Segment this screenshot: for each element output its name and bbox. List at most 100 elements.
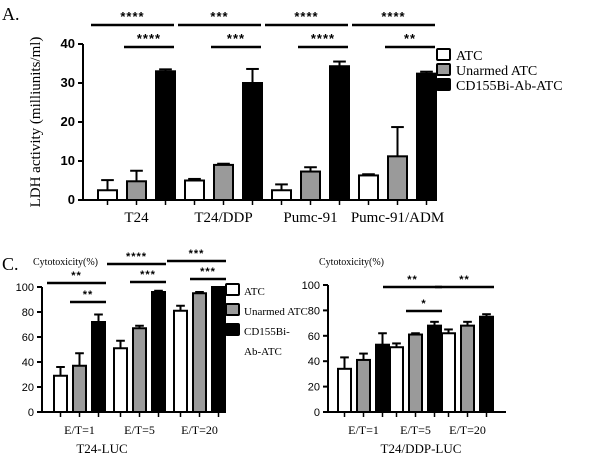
y-tick-label: 0 (28, 407, 34, 419)
y-tick-label: 0 (68, 192, 75, 207)
panel-label: C. (2, 254, 19, 274)
bar (460, 324, 475, 414)
bar (97, 189, 118, 201)
y-tick-label: 60 (308, 331, 320, 343)
bar (213, 163, 234, 201)
significance-label: **** (120, 9, 144, 24)
significance-label: **** (126, 251, 147, 263)
y-tick-label: 20 (308, 382, 320, 394)
y-tick-label: 100 (302, 280, 320, 292)
y-tick-label: 80 (22, 307, 34, 319)
y-tick-label: 60 (22, 332, 34, 344)
legend-swatch (225, 283, 240, 296)
bar (375, 343, 390, 413)
significance-label: **** (311, 31, 335, 46)
legend-label: CD155Bi- (244, 326, 290, 338)
bar (155, 70, 176, 201)
category-label: Pumc-91 (283, 210, 337, 226)
y-tick-label: 100 (16, 282, 34, 294)
category-label: T24 (124, 210, 149, 226)
bar (387, 155, 408, 202)
bar (211, 286, 226, 413)
significance-label: *** (189, 248, 205, 260)
category-label: E/T=20 (449, 423, 486, 437)
y-tick-label: 20 (22, 382, 34, 394)
significance-label: *** (210, 9, 228, 24)
bar (184, 179, 205, 201)
bar (271, 189, 292, 201)
bar (389, 346, 404, 414)
legend-swatch (436, 63, 451, 76)
significance-label: **** (294, 9, 318, 24)
bar (441, 332, 456, 414)
x-axis-label: T24/DDP-LUC (381, 441, 462, 456)
bar (173, 309, 188, 413)
significance-label: *** (227, 31, 245, 46)
legend: ATC Unarmed ATC CD155Bi- Ab-ATC (225, 283, 308, 358)
y-axis-label: LDH activity (milliunits/ml) (28, 37, 44, 208)
bar (416, 72, 437, 201)
bar (126, 180, 147, 201)
significance-label: ** (404, 31, 416, 46)
bar (192, 292, 207, 413)
legend-swatch (225, 323, 240, 336)
significance-label: *** (140, 269, 156, 281)
legend-swatch (436, 78, 451, 91)
y-tick-label: 40 (61, 36, 75, 51)
y-tick-label: 80 (308, 305, 320, 317)
significance-label: **** (381, 9, 405, 24)
legend-swatch (225, 303, 240, 316)
legend-label: ATC (456, 49, 482, 64)
significance-label: **** (137, 31, 161, 46)
bar (132, 327, 147, 413)
bar (337, 367, 352, 414)
bar (242, 82, 263, 201)
significance-label: ** (407, 274, 418, 286)
y-tick-label: 10 (61, 153, 75, 168)
x-axis-label: T24-LUC (76, 441, 127, 456)
bar (91, 321, 106, 413)
category-label: E/T=1 (64, 423, 95, 437)
chart-t24-ddp-luc: 0 20 40 60 80 100 E/T=1 E/T=5 E/T=20 Cytotoxicity… (302, 257, 506, 456)
legend-swatch (436, 48, 451, 61)
bar (408, 333, 423, 413)
y-tick-label: 30 (61, 75, 75, 90)
y-axis-label: Cytotoxicity(%) (319, 257, 384, 268)
bar (356, 358, 371, 413)
bar (72, 364, 87, 413)
significance-label: * (421, 298, 426, 310)
legend-label: Ab-ATC (244, 346, 282, 358)
bar (427, 324, 442, 414)
category-label: T24/DDP (194, 210, 252, 226)
y-tick-label: 40 (308, 356, 320, 368)
category-label: E/T=20 (181, 423, 218, 437)
bar (53, 374, 68, 413)
category-label: E/T=5 (124, 423, 155, 437)
bar (113, 347, 128, 413)
bar (358, 174, 379, 201)
bar (300, 170, 321, 201)
chart-t24-luc: C. 0 20 40 60 80 100 E/T=1 E/T=5 E/T=20 Cytotoxici… (2, 248, 308, 456)
legend-label: ATC (244, 286, 265, 298)
bar (479, 315, 494, 413)
significance-label: ** (71, 270, 82, 282)
chart-ldh: A. 0 10 20 30 40 T24 T24/DDP Pumc-91 Pumc-91/ADM L… (2, 4, 563, 226)
category-label: E/T=1 (348, 423, 379, 437)
significance-label: ** (83, 289, 94, 301)
category-label: Pumc-91/ADM (351, 210, 444, 226)
legend-label: CD155Bi-Ab-ATC (456, 79, 563, 94)
significance-label: *** (200, 266, 216, 278)
panel-label: A. (2, 4, 20, 24)
category-label: E/T=5 (400, 423, 431, 437)
y-axis-label: Cytotoxicity(%) (33, 257, 98, 268)
legend-label: Unarmed ATC (244, 306, 308, 318)
bar (151, 291, 166, 413)
bar (329, 65, 350, 202)
y-tick-label: 0 (314, 407, 320, 419)
legend-label: Unarmed ATC (456, 64, 537, 79)
y-tick-label: 20 (61, 114, 75, 129)
significance-label: ** (459, 274, 470, 286)
y-tick-label: 40 (22, 357, 34, 369)
